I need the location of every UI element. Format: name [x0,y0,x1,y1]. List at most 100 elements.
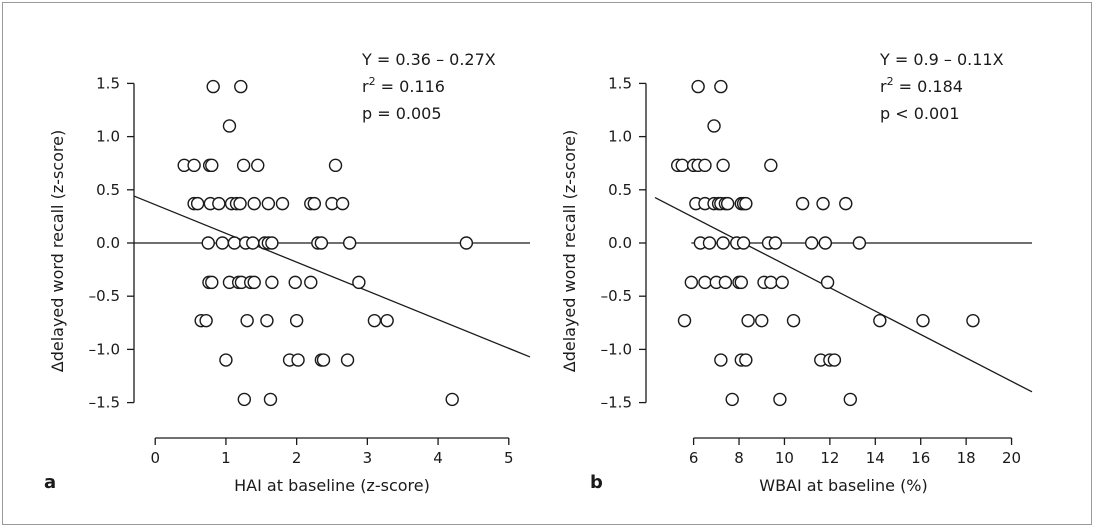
regression-line [654,196,1033,393]
data-point [201,236,215,250]
data-point [236,158,251,173]
data-point [340,353,355,367]
panel-letter: b [590,472,603,493]
y-axis-title: Δdelayed word recall (z-score) [48,130,67,372]
x-tick-label: 18 [957,449,976,467]
data-point [764,275,778,290]
data-point [291,353,305,367]
data-point [725,392,739,407]
data-point [755,313,769,328]
data-point [966,313,980,328]
data-point [275,196,290,211]
data-point [380,313,394,328]
data-point [265,236,279,250]
data-point [206,79,220,94]
data-point [240,313,254,328]
y-tick-label: 1.5 [96,74,120,92]
y-tick-label: 1.0 [96,128,120,146]
data-point [459,236,474,250]
data-point [190,196,205,211]
y-tick-label: 0.0 [96,234,120,252]
data-point [247,275,261,290]
data-point [234,79,248,94]
data-point [773,392,787,407]
data-point [818,236,833,250]
y-tick-label: 1.5 [608,74,632,92]
regression-line [133,195,531,358]
data-point [820,275,835,290]
panel-letter: a [44,472,56,493]
data-point [205,275,219,290]
data-point [342,236,357,250]
annotation-r-squared: r2 = 0.116 [362,75,445,96]
data-point [702,236,717,250]
data-point [764,158,778,173]
x-tick-label: 14 [866,449,885,467]
y-tick-label: 0.5 [96,181,120,199]
data-point [698,275,712,290]
panel-a: 1.5 1.0 0.5 0.0 –0.5 –1.0 –1.5 0 1 2 3 4 5 HAI at bas… [44,50,531,495]
annotation-equation: Y = 0.36 – 0.27X [361,50,496,69]
data-point [805,236,819,250]
x-tick-label: 12 [820,449,839,467]
y-tick-label: –1.0 [601,340,632,358]
data-point [246,236,260,250]
data-point [716,158,730,173]
data-point [237,392,252,407]
x-tick-label: 20 [1002,449,1021,467]
x-tick-label: 3 [363,449,373,467]
data-point [304,275,318,290]
data-point [691,79,705,94]
y-axis-title: Δdelayed word recall (z-score) [560,130,579,372]
data-point [288,275,302,290]
data-point [314,236,329,250]
x-axis-title: HAI at baseline (z-score) [234,476,430,495]
data-point [684,275,699,290]
data-point [227,236,242,250]
y-tick-label: –1.0 [89,340,120,358]
y-tick-label: 0.0 [608,234,632,252]
y-tick-label: 1.0 [608,128,632,146]
x-tick-label: 16 [911,449,930,467]
data-point [260,313,274,328]
data-point [265,275,279,290]
x-tick-label: 10 [775,449,794,467]
data-point [852,236,867,250]
data-point [352,275,366,290]
data-point [187,158,201,173]
data-point [233,196,247,211]
y-tick-label: –1.5 [601,394,632,412]
x-tick-label: 6 [689,449,699,467]
data-point [739,353,753,367]
data-point [289,313,304,328]
data-point [675,158,689,173]
data-point [215,236,230,250]
data-point [916,313,930,328]
x-tick-label: 0 [150,449,160,467]
data-point [316,353,331,367]
x-axis-title: WBAI at baseline (%) [759,476,928,495]
data-point [873,313,887,328]
y-tick-label: –1.5 [89,394,120,412]
data-point [219,353,233,367]
data-point [677,313,692,328]
data-point [839,196,853,211]
data-point [716,236,730,250]
data-point [445,392,459,407]
x-tick-label: 5 [504,449,514,467]
annotation-r-squared: r2 = 0.184 [880,75,963,96]
data-point [734,275,749,290]
data-point [367,313,382,328]
data-point [261,196,276,211]
data-point [714,353,728,367]
data-point [816,196,830,211]
data-point [741,313,755,328]
x-tick-label: 2 [292,449,302,467]
data-point [795,196,810,211]
data-point [222,119,237,133]
y-tick-label: –0.5 [601,287,632,305]
data-point [720,196,735,211]
data-point [843,392,858,407]
data-point [251,158,265,173]
